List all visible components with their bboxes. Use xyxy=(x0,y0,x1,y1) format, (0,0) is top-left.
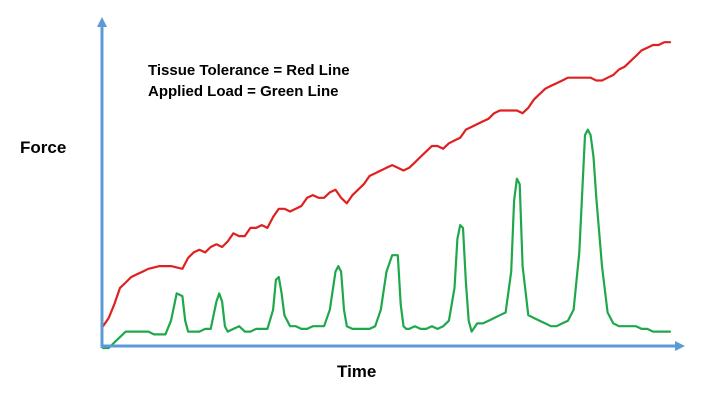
legend: Tissue Tolerance = Red Line Applied Load… xyxy=(148,62,350,100)
series-line-applied-load xyxy=(101,128,672,350)
legend-entry-tissue-tolerance: Tissue Tolerance = Red Line xyxy=(148,62,350,79)
plot-area xyxy=(101,41,672,350)
y-axis-label: Force xyxy=(20,138,66,157)
series-line-tissue-tolerance xyxy=(101,41,672,328)
legend-entry-applied-load: Applied Load = Green Line xyxy=(148,83,338,100)
x-axis-label: Time xyxy=(337,362,376,381)
